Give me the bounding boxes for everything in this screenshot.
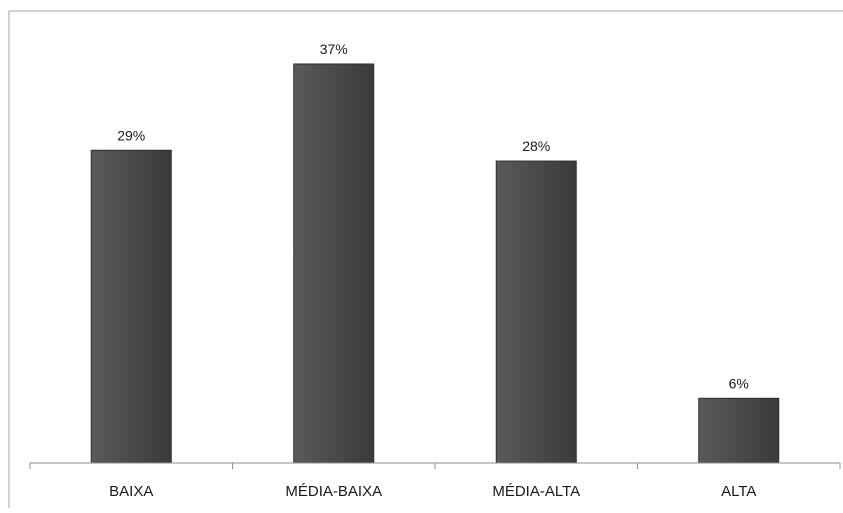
bar-alta — [698, 397, 780, 464]
data-label: 6% — [729, 375, 749, 391]
bar-baixa — [90, 149, 172, 464]
x-tick-label: ALTA — [721, 483, 756, 500]
bar-média-baixa — [293, 63, 375, 464]
data-label: 28% — [522, 138, 550, 154]
x-tick-label: BAIXA — [109, 483, 153, 500]
x-tick-label: MÉDIA-ALTA — [492, 483, 580, 500]
data-label: 37% — [320, 41, 348, 57]
data-label: 29% — [117, 127, 145, 143]
bar-média-alta — [495, 160, 577, 464]
x-tick-label: MÉDIA-BAIXA — [285, 483, 382, 500]
